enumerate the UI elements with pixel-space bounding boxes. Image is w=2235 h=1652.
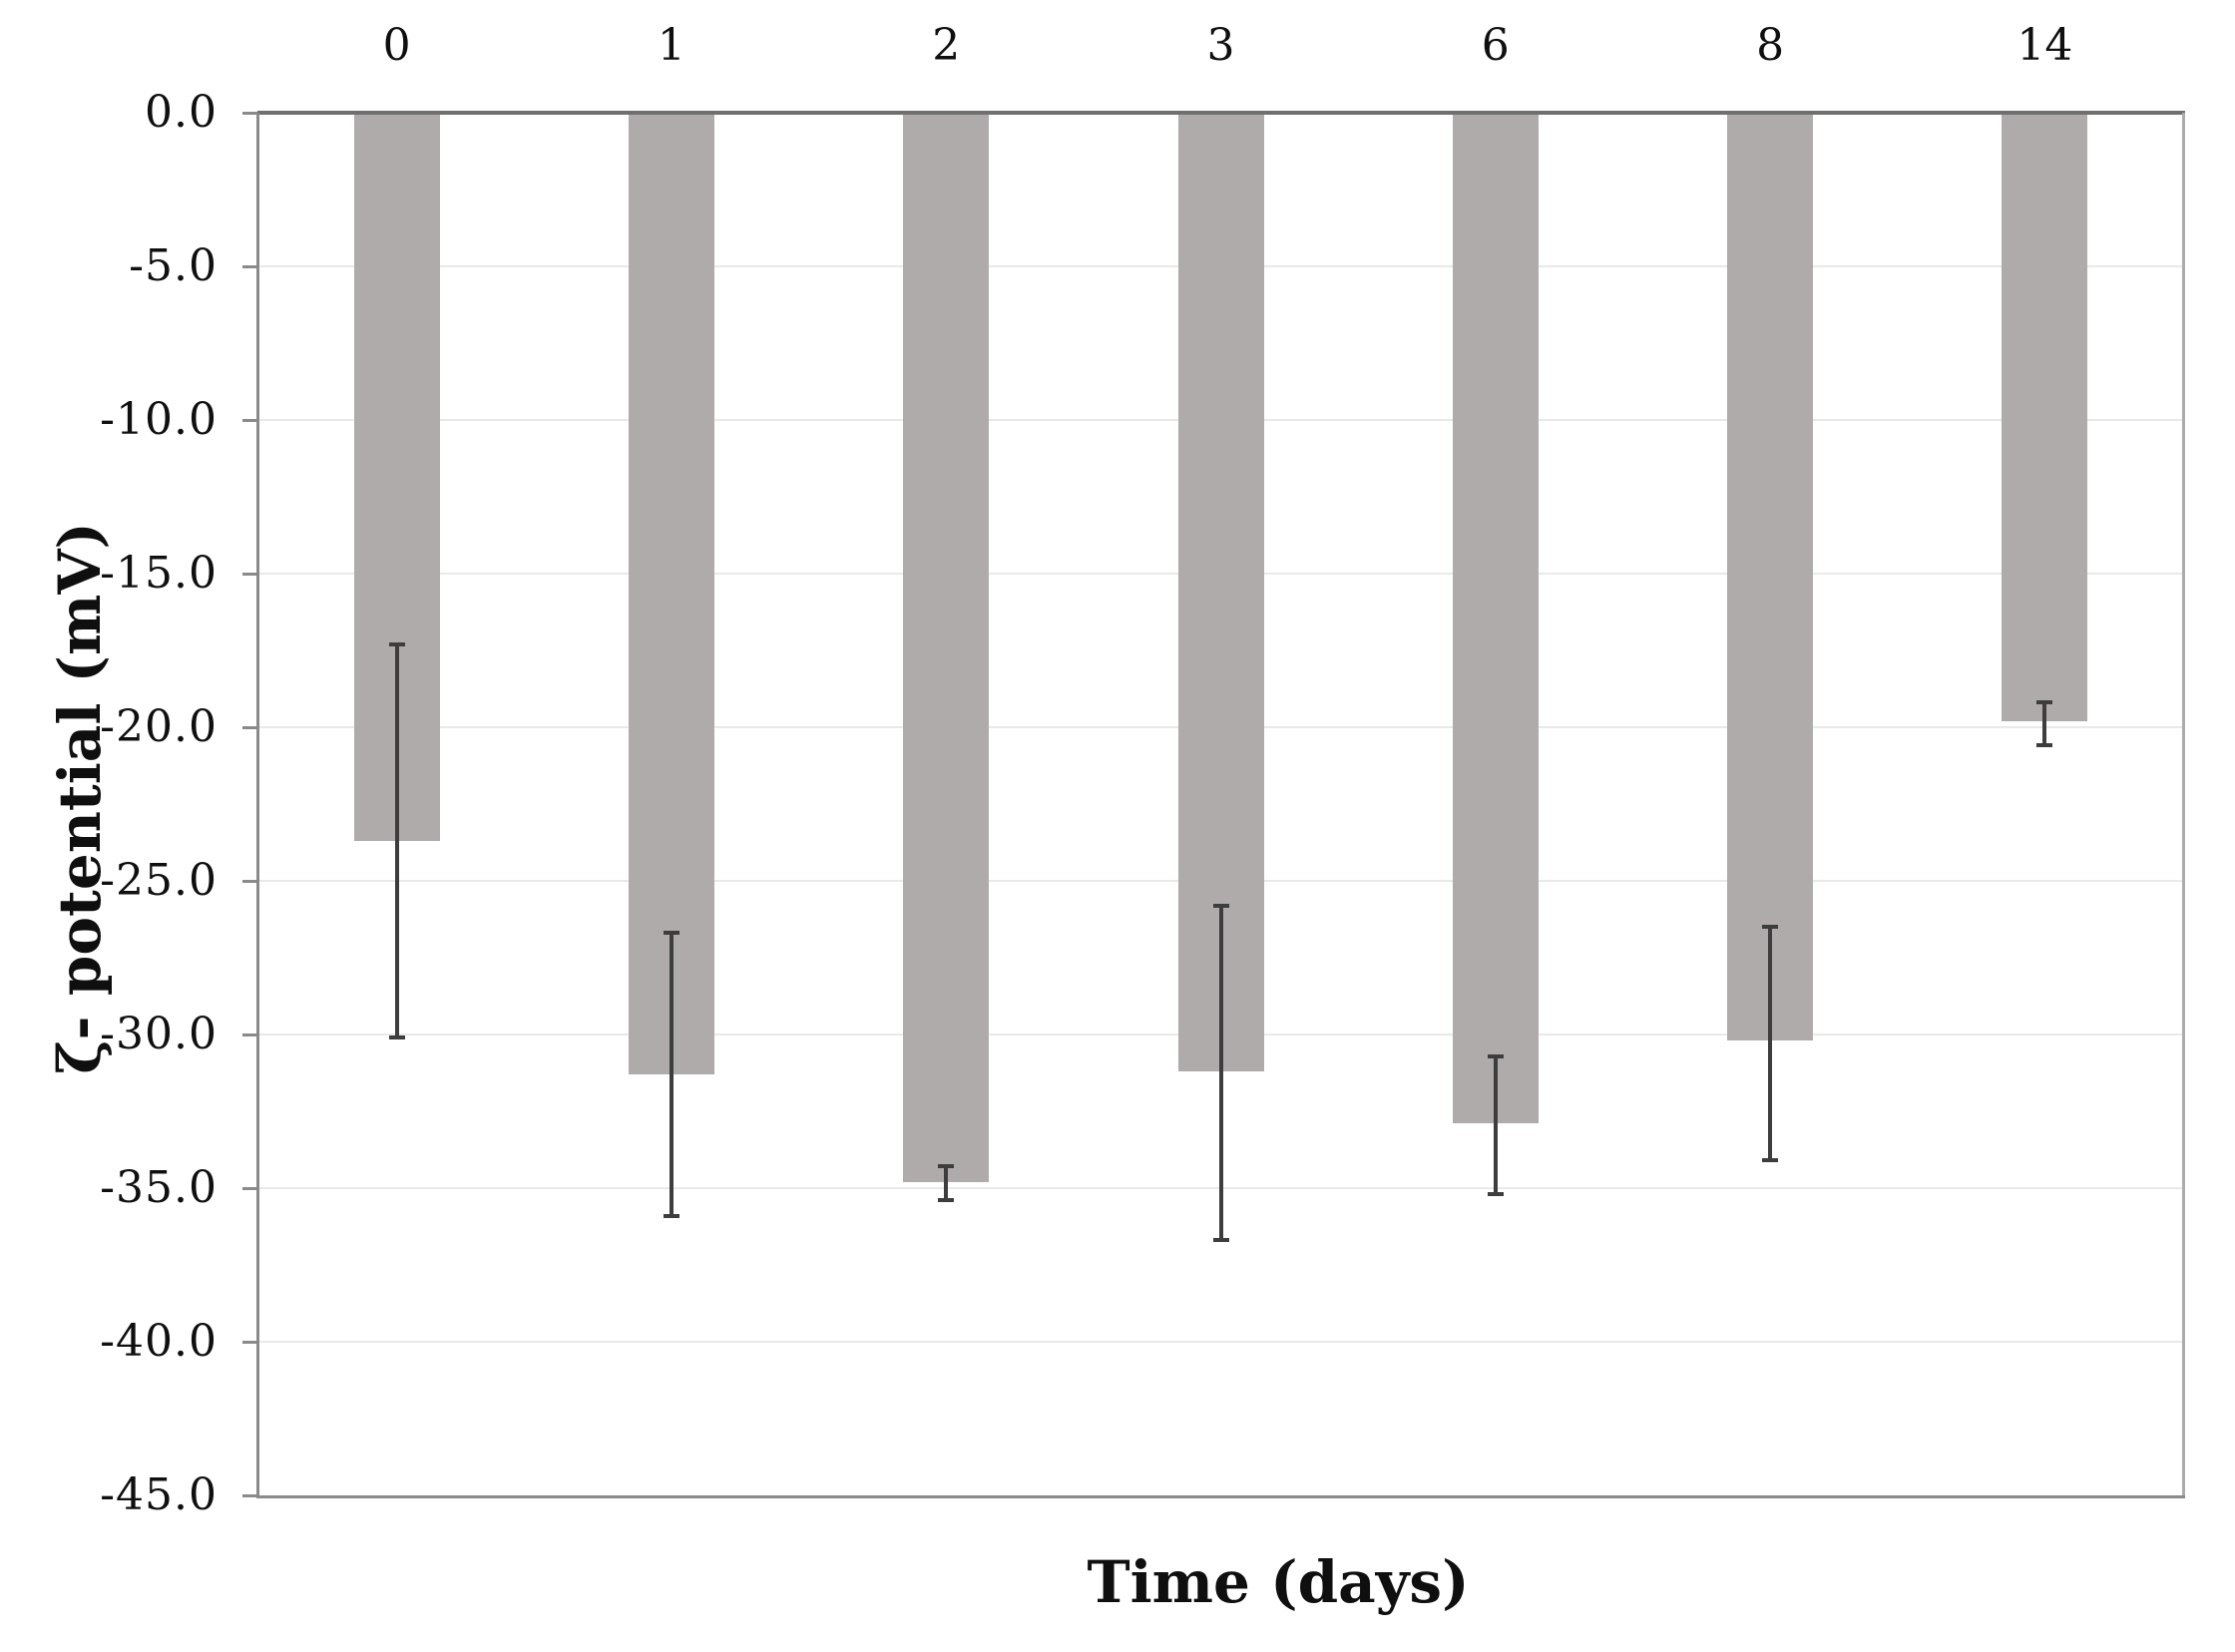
y-tick-mark [242,1494,257,1497]
y-tick-label: -35.0 [100,1162,218,1213]
error-bar-cap-top [388,641,405,646]
y-tick-label: -5.0 [129,240,218,291]
error-bar-cap-bottom [2036,743,2053,748]
y-tick-label: -40.0 [100,1316,218,1367]
bar [1727,113,1814,1041]
category-label: 14 [2016,20,2073,71]
y-tick-mark [242,265,257,268]
bar [903,113,990,1182]
error-bar-cap-bottom [388,1035,405,1040]
error-bar-cap-bottom [1212,1238,1229,1243]
x-axis-line [256,1495,2185,1498]
y-tick-label: -30.0 [100,1009,218,1059]
y-axis-title: ζ- potential (mV) [46,522,114,1074]
bar [2002,113,2088,721]
y-tick-label: -20.0 [100,701,218,752]
error-bar-cap-bottom [1762,1158,1779,1163]
plot-area [259,113,2182,1495]
y-tick-mark [242,1341,257,1344]
zero-line [257,111,2185,115]
category-label: 6 [1481,20,1510,71]
y-tick-label: -25.0 [100,855,218,906]
gridline [259,1341,2182,1343]
y-tick-label: -45.0 [100,1469,218,1520]
bar [1452,113,1539,1124]
bar [628,113,714,1075]
error-bar-line [1768,927,1773,1161]
y-tick-mark [242,573,257,576]
error-bar-cap-top [663,931,679,936]
y-tick-mark [242,112,257,115]
y-tick-mark [242,1187,257,1190]
y-tick-mark [242,1033,257,1036]
error-bar-cap-bottom [938,1198,955,1203]
y-tick-label: -10.0 [100,394,218,445]
plot-right-border [2182,113,2185,1495]
category-label: 2 [932,20,961,71]
error-bar-line [394,643,399,1038]
y-tick-label: -15.0 [100,548,218,599]
error-bar-line [944,1166,949,1201]
error-bar-cap-top [1762,925,1779,930]
x-axis-title: Time (days) [1087,1548,1470,1616]
y-tick-label: 0.0 [145,87,218,138]
error-bar-line [1493,1055,1498,1195]
y-tick-mark [242,726,257,729]
error-bar-cap-bottom [663,1213,679,1218]
y-axis-line [256,113,259,1498]
error-bar-line [1218,905,1223,1241]
category-label: 8 [1756,20,1785,71]
error-bar-cap-top [2036,700,2053,705]
error-bar-cap-bottom [1487,1192,1504,1197]
error-bar-line [669,933,673,1216]
category-label: 1 [657,20,685,71]
error-bar-cap-top [1212,903,1229,908]
y-tick-mark [242,419,257,422]
error-bar-line [2042,702,2047,746]
error-bar-cap-top [1487,1053,1504,1058]
y-tick-mark [242,880,257,883]
category-label: 3 [1206,20,1235,71]
error-bar-cap-top [938,1164,955,1169]
category-label: 0 [382,20,411,71]
